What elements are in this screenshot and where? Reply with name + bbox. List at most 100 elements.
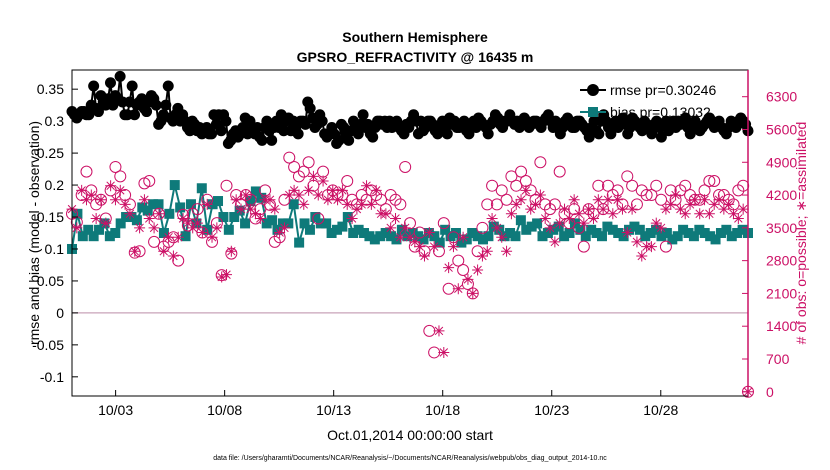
bias-point [472,231,483,242]
obs-assimilated-point [124,208,136,220]
data-file-footer: data file: /Users/gharamti/Documents/NCA… [213,455,607,462]
obs-assimilated-point [616,203,628,215]
rmse-point [684,128,696,140]
obs-assimilated-point [467,287,479,299]
obs-possible-point [268,235,281,248]
obs-assimilated-point [505,208,517,220]
obs-assimilated-point [336,184,348,196]
obs-assimilated-point [718,203,730,215]
obs-possible-point [360,193,373,206]
obs-assimilated-point [418,250,430,262]
obs-assimilated-point [221,269,233,281]
obs-possible-point [432,245,445,258]
obs-possible-point [635,184,648,197]
legend: rmse pr=0.30246 bias pr=0.13032 [580,82,716,120]
obs-assimilated-point [573,208,585,220]
obs-assimilated-point [674,203,686,215]
obs-possible-point [278,193,291,206]
bias-point [461,234,472,245]
bias-point [164,208,175,219]
left-tick-label: -0.1 [40,369,64,385]
bias-point [375,231,386,242]
rmse-point [352,128,364,140]
obs-assimilated-point [496,231,508,243]
obs-possible-point [114,170,127,183]
obs-assimilated-point [385,222,397,234]
obs-assimilated-point [554,217,566,229]
right-tick-label: 2100 [766,285,797,301]
rmse-point [256,134,268,146]
bias-point [407,228,418,238]
obs-assimilated-point [332,194,344,206]
obs-possible-point [553,165,566,178]
bias-point [115,218,126,229]
bias-point [169,180,180,191]
chart-title-line1: Southern Hemisphere [342,29,488,45]
bias-point [283,218,294,229]
bias-point [310,212,321,223]
right-axis: 0 700 1400 2100 2800 3500 4200 4900 5600 6300 [742,70,797,400]
bias-point [656,231,667,242]
obs-possible-point [577,240,590,253]
right-tick-label: 4900 [766,154,797,170]
obs-possible-point [297,165,310,178]
obs-assimilated-point [689,194,701,206]
bias-point [661,228,672,238]
bias-point [607,224,618,235]
obs-assimilated-point [192,217,204,229]
legend-rmse-marker [587,84,599,96]
obs-assimilated-point [71,222,83,234]
obs-assimilated-point [361,180,373,192]
rmse-point [679,112,691,124]
obs-assimilated-point [269,203,281,215]
bias-point [694,224,705,235]
obs-possible-point [191,203,204,216]
obs-assimilated-point [409,236,421,248]
obs-assimilated-point [472,264,484,276]
bias-point [396,224,407,235]
rmse-point [88,80,100,92]
rmse-point [215,125,227,137]
bias-point [213,196,224,207]
obs-possible-point [172,254,185,267]
obs-assimilated-point [679,208,691,220]
rmse-point [605,128,617,140]
obs-assimilated-point [225,245,237,257]
bias-point [510,231,521,242]
obs-possible-point [544,203,557,216]
bias-point [737,224,748,235]
obs-assimilated-point [134,222,146,234]
obs-assimilated-point [274,227,286,239]
bias-point [624,224,635,235]
obs-possible-point [394,198,407,211]
x-axis-label: Oct.01,2014 00:00:00 start [327,427,493,443]
rmse-point [160,99,172,111]
bias-point [402,231,413,242]
left-tick-label: 0 [56,305,64,321]
bias-point [559,231,570,242]
obs-assimilated-point [423,227,435,239]
x-tick-label: 10/18 [425,402,460,418]
bias-point [564,228,575,238]
obs-assimilated-point [249,208,261,220]
rmse-series [66,70,754,150]
obs-assimilated-point [699,194,711,206]
obs-assimilated-point [187,222,199,234]
bias-point [256,192,267,203]
rmse-point [299,118,311,130]
obs-assimilated-point [631,236,643,248]
bias-point [369,234,380,245]
rmse-point [655,131,667,143]
obs-assimilated-point [100,217,112,229]
bias-point [110,228,121,238]
bias-point [613,228,624,238]
bias-point [288,199,299,210]
obs-assimilated-point [327,184,339,196]
obs-assimilated-point [230,194,242,206]
bias-point [483,231,494,242]
bias-point [180,231,191,242]
obs-possible-point [389,193,402,206]
bias-point [326,228,337,238]
bias-point [245,196,256,207]
obs-assimilated-point [592,194,604,206]
